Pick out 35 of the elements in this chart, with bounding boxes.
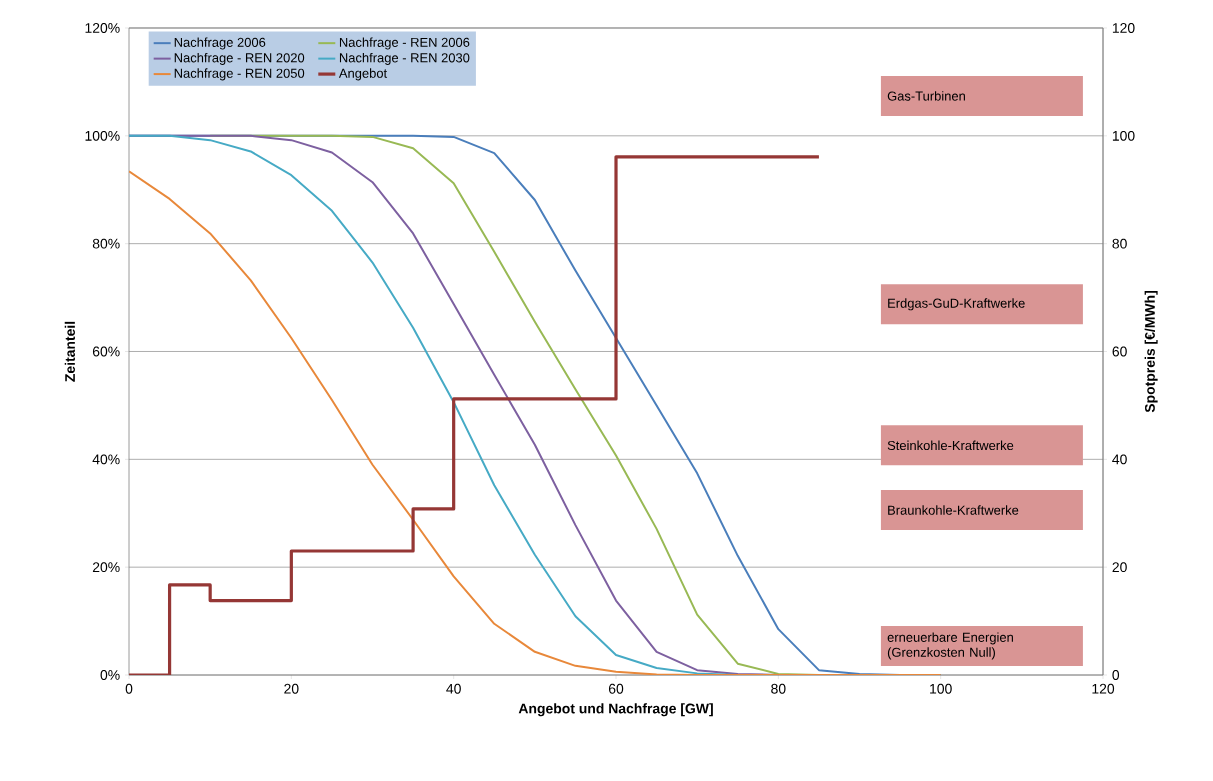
y2-tick-label: 20 <box>1112 562 1127 573</box>
y-axis-title: Zeitanteil <box>64 321 75 382</box>
y-tick-label: 40% <box>92 454 120 465</box>
y2-tick-label: 80 <box>1112 238 1127 249</box>
annotation: Braunkohle-Kraftwerke <box>888 505 1019 515</box>
y-tick-label: 100% <box>85 130 120 141</box>
legend-label: Nachfrage - REN 2030 <box>339 52 470 65</box>
annotation: Gas-Turbinen <box>887 91 965 101</box>
y2-tick-label: 100 <box>1112 130 1135 141</box>
legend-label: Nachfrage - REN 2050 <box>174 68 305 81</box>
y-tick-label: 80% <box>92 238 120 249</box>
y2-tick-label: 40 <box>1112 454 1127 465</box>
legend-label: Nachfrage - REN 2020 <box>174 52 305 65</box>
annotation: erneuerbare Energien (Grenzkosten Null) <box>887 632 1013 660</box>
y2-tick-label: 0 <box>1112 670 1120 680</box>
x-axis-title: Angebot und Nachfrage [GW] <box>518 703 713 717</box>
annotation: Erdgas-GuD-Kraftwerke <box>888 298 1025 311</box>
y2-axis-title: Spotpreis [€/MWh] <box>1144 291 1158 413</box>
x-tick-label: 40 <box>446 683 461 694</box>
y2-tick-label: 120 <box>1112 23 1135 33</box>
x-tick-label: 120 <box>1092 683 1115 694</box>
x-tick-label: 80 <box>771 683 786 694</box>
y-tick-label: 120% <box>85 23 120 33</box>
y-tick-label: 60% <box>92 346 120 357</box>
x-tick-label: 0 <box>125 683 133 694</box>
x-tick-label: 60 <box>608 683 624 694</box>
y2-tick-label: 60 <box>1112 346 1127 357</box>
x-tick-label: 100 <box>930 683 952 694</box>
annotation: Steinkohle-Kraftwerke <box>887 440 1014 451</box>
legend-label: Nachfrage - REN 2006 <box>339 37 470 50</box>
y-tick-label: 0% <box>100 670 120 680</box>
legend-label: Nachfrage 2006 <box>174 37 266 50</box>
x-tick-label: 20 <box>284 683 299 694</box>
y-tick-label: 20% <box>92 562 120 573</box>
legend-label: Angebot <box>338 68 388 81</box>
